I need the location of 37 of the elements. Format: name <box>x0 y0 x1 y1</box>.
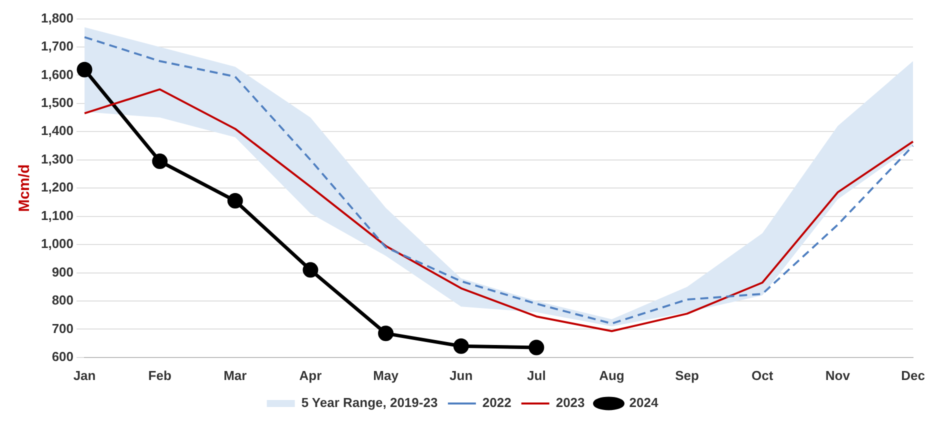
y-tick-label: 700 <box>52 320 74 336</box>
point <box>302 262 318 278</box>
y-tick-label: 1,800 <box>40 10 74 26</box>
x-tick-label: Sep <box>675 368 700 383</box>
x-tick-label: Jun <box>450 368 473 383</box>
x-tick-label: Jul <box>527 368 546 383</box>
y-tick-label: 1,400 <box>40 123 74 138</box>
point <box>453 338 469 354</box>
x-tick-label: May <box>373 368 400 383</box>
point <box>152 154 168 170</box>
x-tick-label: Oct <box>752 368 774 383</box>
point <box>76 62 92 78</box>
y-tick-label: 800 <box>52 292 74 308</box>
y-tick-label: 1,600 <box>40 66 74 82</box>
x-tick-label: Apr <box>299 368 322 383</box>
y-tick-label: 600 <box>52 348 74 364</box>
y-tick-label: 1,500 <box>40 95 74 110</box>
y-tick-label: 1,200 <box>40 180 74 195</box>
x-tick-label: Nov <box>825 368 851 383</box>
x-tick-label: Jan <box>73 368 96 383</box>
y-tick-label: 1,000 <box>40 236 74 252</box>
y-tick-label: 1,300 <box>40 151 74 166</box>
y-tick-label: 900 <box>52 264 74 280</box>
legend-label: 2022 <box>482 395 512 410</box>
legend-label: 2024 <box>629 395 659 410</box>
x-tick-label: Mar <box>224 368 247 383</box>
x-tick-label: Aug <box>599 368 624 383</box>
x-tick-label: Feb <box>148 368 172 383</box>
y-axis-title: Mcm/d <box>16 164 34 212</box>
x-tick-label: Dec <box>901 368 925 383</box>
y-tick-label: 1,100 <box>40 208 74 223</box>
point <box>528 340 544 356</box>
point <box>378 326 394 342</box>
legend-label: 5 Year Range, 2019-23 <box>301 395 438 410</box>
y-tick-label: 1,700 <box>40 38 74 54</box>
point <box>227 193 243 209</box>
legend-label: 2023 <box>556 395 585 410</box>
